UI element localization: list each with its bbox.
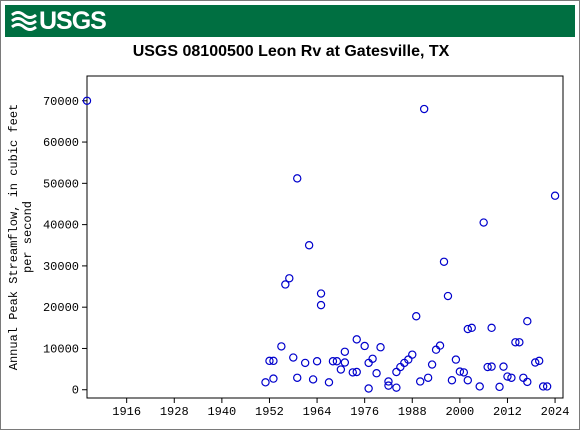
data-point (324, 378, 334, 387)
y-tick-label: 50000 (43, 177, 79, 191)
data-point (316, 300, 326, 310)
data-point (451, 355, 461, 364)
y-tick-label: 30000 (43, 260, 79, 274)
data-point (459, 368, 469, 377)
data-point (269, 356, 278, 366)
data-point (336, 365, 346, 374)
data-point (281, 280, 290, 289)
y-tick-label: 70000 (43, 95, 79, 109)
y-tick-label: 20000 (43, 301, 79, 315)
x-tick-label: 1916 (112, 405, 141, 419)
data-point (392, 383, 401, 392)
data-point (352, 367, 361, 377)
y-tick-label: 40000 (43, 219, 79, 233)
data-point (523, 317, 532, 326)
data-point (408, 350, 417, 359)
data-point (419, 104, 429, 114)
y-axis-label-line1: Annual Peak Streamflow, in cubic feet (7, 104, 21, 370)
data-point (300, 358, 310, 368)
chart-title: USGS 08100500 Leon Rv at Gatesville, TX (132, 43, 450, 60)
data-point (467, 323, 476, 333)
data-point (423, 373, 433, 382)
data-point (535, 356, 544, 366)
x-tick-label: 2000 (445, 405, 474, 419)
data-point (332, 357, 342, 366)
data-point (463, 324, 472, 334)
y-tick-label: 60000 (43, 136, 79, 150)
data-point (384, 377, 393, 386)
data-point (304, 241, 314, 250)
usgs-logo[interactable]: USGS (11, 6, 107, 35)
data-point (443, 291, 453, 301)
data-point (269, 374, 278, 383)
data-point (550, 191, 560, 200)
data-point (308, 375, 318, 384)
data-point (483, 362, 492, 372)
data-point (511, 338, 520, 347)
x-tick-label: 1952 (255, 405, 284, 419)
y-tick-label: 10000 (43, 342, 79, 356)
data-point (439, 257, 449, 266)
data-point (507, 373, 516, 382)
usgs-wave-icon (11, 11, 37, 31)
plot-area (86, 75, 564, 399)
data-point (487, 362, 496, 371)
data-point (312, 357, 322, 366)
data-point (416, 377, 425, 386)
data-point (531, 358, 540, 367)
usgs-header-bar: USGS (5, 5, 575, 37)
y-axis-label-line2: per second (21, 201, 35, 273)
data-point (412, 312, 421, 321)
data-point (376, 343, 385, 352)
x-tick-label: 1940 (207, 405, 236, 419)
data-point (435, 341, 445, 350)
data-point (479, 218, 488, 227)
x-tick-label: 1928 (160, 405, 189, 419)
data-point (328, 357, 338, 366)
data-point (289, 353, 298, 362)
x-tick-label: 1976 (350, 405, 379, 419)
data-point (352, 335, 361, 344)
data-point (368, 354, 377, 363)
data-point (340, 358, 350, 367)
data-point (427, 360, 437, 369)
data-point (360, 341, 369, 351)
data-point (293, 373, 302, 382)
data-points (82, 96, 560, 393)
data-point (265, 356, 274, 366)
data-point (523, 377, 532, 387)
y-axis-ticks: 0 10000 20000 30000 40000 50000 60000 70000 (43, 95, 87, 398)
data-point (384, 381, 393, 390)
x-axis-ticks: 1916 1928 1940 1952 1964 1976 1988 2000 2012 2024 (112, 398, 569, 419)
data-point (372, 369, 381, 378)
data-point (495, 382, 504, 392)
x-tick-label: 1964 (303, 405, 332, 419)
data-point (455, 367, 465, 376)
data-point (475, 382, 484, 391)
data-point (316, 289, 326, 298)
data-point (277, 342, 286, 351)
data-point (285, 274, 294, 283)
y-tick-label: 0 (72, 384, 79, 398)
data-point (487, 323, 496, 333)
data-point (515, 338, 524, 347)
data-point (261, 378, 270, 387)
data-point (293, 174, 302, 183)
data-point (538, 382, 548, 391)
data-point (82, 96, 92, 105)
x-tick-label: 2024 (541, 405, 570, 419)
x-tick-label: 2012 (493, 405, 522, 419)
x-tick-label: 1988 (398, 405, 427, 419)
data-point (348, 368, 357, 377)
data-point (340, 347, 350, 356)
data-point (463, 376, 472, 385)
data-point (364, 384, 373, 393)
data-point (503, 372, 512, 381)
data-point (499, 362, 508, 371)
data-point (447, 376, 457, 385)
usgs-logo-text: USGS (39, 6, 107, 35)
data-point (542, 382, 552, 391)
